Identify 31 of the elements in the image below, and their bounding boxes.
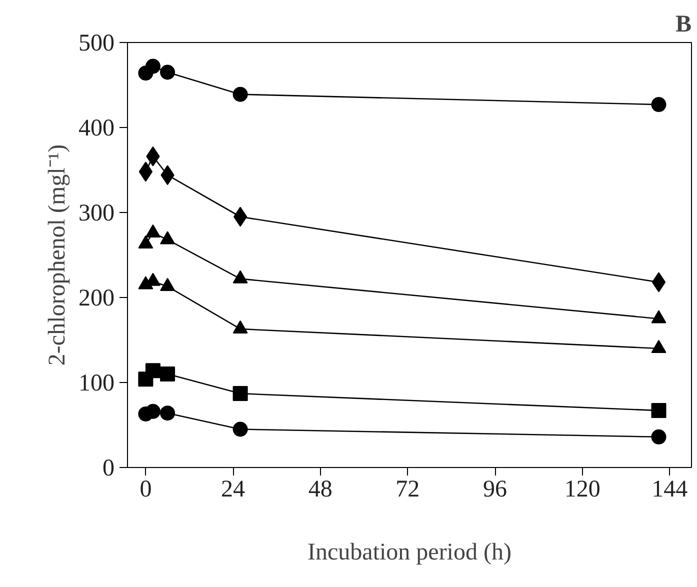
point xyxy=(651,429,666,444)
y-tick-label: 300 xyxy=(78,200,114,226)
point xyxy=(233,206,248,227)
x-tick-label: 144 xyxy=(652,476,688,502)
point xyxy=(651,403,666,418)
point xyxy=(145,58,160,74)
x-tick-label: 120 xyxy=(564,476,600,502)
point xyxy=(145,363,160,378)
y-tick-label: 400 xyxy=(78,116,114,142)
x-tick-label: 72 xyxy=(396,476,420,502)
point xyxy=(651,97,666,112)
point xyxy=(160,64,176,80)
x-tick-label: 48 xyxy=(308,476,332,502)
x-tick-label: 0 xyxy=(140,476,152,502)
y-tick-label: 200 xyxy=(78,286,114,312)
text: B xyxy=(675,12,692,38)
x-tick-label: 24 xyxy=(221,476,246,502)
point xyxy=(652,272,666,292)
point xyxy=(138,162,153,182)
y-axis-title: 2-chlorophenol (mgl⁻¹) xyxy=(44,144,70,366)
x-tick-label: 96 xyxy=(483,476,508,502)
point xyxy=(145,404,160,419)
x-axis-title: Incubation period (h) xyxy=(308,540,512,566)
point xyxy=(232,86,248,102)
point xyxy=(160,366,176,382)
point xyxy=(160,406,176,421)
point xyxy=(232,386,248,402)
y-tick-label: 100 xyxy=(78,370,114,396)
point xyxy=(232,422,248,437)
y-tick-label: 500 xyxy=(78,30,114,56)
y-tick-label: 0 xyxy=(102,456,114,482)
